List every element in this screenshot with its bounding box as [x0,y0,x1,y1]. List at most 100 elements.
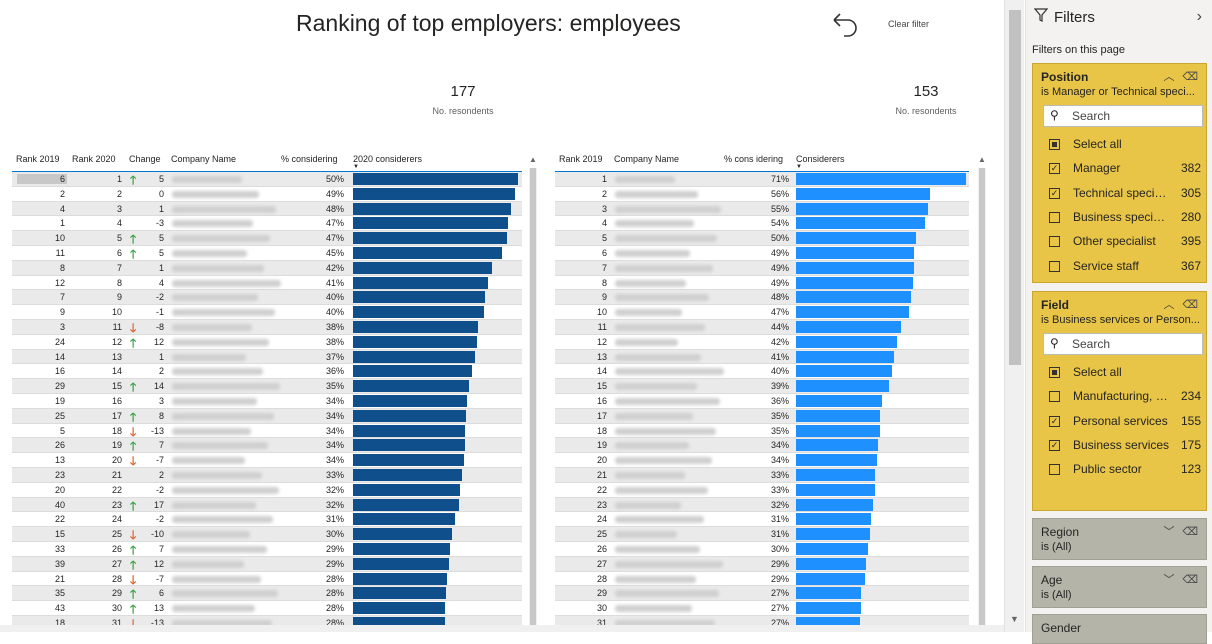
table-row[interactable]: 4 54% [555,216,969,232]
table-row[interactable]: 1 71% [555,172,969,187]
table-row[interactable]: 35 29 🡑 6 28% [12,586,522,601]
table-row[interactable]: 4 3 1 48% [12,201,522,217]
ranking-table-2020[interactable]: Rank 2019 Rank 2020 Change Company Name … [12,152,522,631]
table-row[interactable]: 21 33% [555,467,969,483]
table-row[interactable]: 3 55% [555,201,969,217]
table-row[interactable]: 22 24 -2 31% [12,512,522,528]
filter-option[interactable]: ✓ Manager 382 [1049,161,1201,179]
checkbox[interactable]: ✓ [1049,439,1060,451]
eraser-icon[interactable]: ⌫ [1182,526,1198,538]
filter-option[interactable]: Business specialist 280 [1049,210,1201,228]
table-row[interactable]: 10 47% [555,305,969,320]
table-row[interactable]: 29 27% [555,586,969,602]
table-scrollbar[interactable] [529,168,537,626]
filter-card-gender[interactable]: Gender [1032,614,1207,644]
checkbox[interactable] [1049,367,1060,378]
filter-search-input[interactable]: ⚲ Search [1043,333,1203,355]
col-company[interactable]: Company Name [171,154,237,164]
filter-option[interactable]: Public sector 123 [1049,462,1201,480]
col-rank-2019[interactable]: Rank 2019 [559,154,603,164]
table-row[interactable]: 8 49% [555,276,969,291]
table-row[interactable]: 26 30% [555,542,969,557]
chevron-down-icon[interactable]: ﹀ [1163,574,1175,586]
table-row[interactable]: 5 50% [555,231,969,246]
table-row[interactable]: 21 28 🡓 -7 28% [12,572,522,587]
scroll-down-icon[interactable]: ▼ [1010,614,1019,624]
filter-option[interactable]: Other specialist 395 [1049,234,1201,252]
table-row[interactable]: 25 31% [555,527,969,542]
chevron-down-icon[interactable]: ﹀ [1163,526,1175,538]
table-row[interactable]: 7 49% [555,260,969,276]
table-row[interactable]: 16 14 2 36% [12,364,522,380]
table-row[interactable]: 2 56% [555,187,969,202]
filter-option[interactable]: Select all [1049,365,1201,383]
checkbox[interactable]: ✓ [1049,187,1060,199]
table-row[interactable]: 3 11 🡓 -8 38% [12,319,522,335]
filter-option[interactable]: Manufacturing, c... 234 [1049,389,1201,407]
table-row[interactable]: 23 21 2 33% [12,467,522,483]
table-row[interactable]: 28 29% [555,572,969,587]
table-row[interactable]: 30 27% [555,601,969,616]
table-row[interactable]: 12 42% [555,335,969,350]
filter-option[interactable]: ✓ Personal services 155 [1049,414,1201,432]
table-row[interactable]: 8 7 1 42% [12,260,522,276]
col-change[interactable]: Change [129,154,161,164]
undo-icon[interactable] [828,8,862,42]
table-row[interactable]: 19 34% [555,438,969,454]
table-scrollbar[interactable] [978,168,986,626]
table-row[interactable]: 5 18 🡓 -13 34% [12,424,522,439]
table-row[interactable]: 40 23 🡑 17 32% [12,497,522,513]
col-pct[interactable]: % considering [281,154,338,164]
col-bar[interactable]: Considerers [796,154,845,164]
chevron-up-icon[interactable]: ︿ [1163,71,1175,83]
col-company[interactable]: Company Name [614,154,680,164]
table-row[interactable]: 9 48% [555,290,969,306]
filter-option[interactable]: ✓ Technical specialist 305 [1049,186,1201,204]
eraser-icon[interactable]: ⌫ [1182,574,1198,586]
ranking-table-considerers[interactable]: Rank 2019 Company Name % cons idering Co… [555,152,969,631]
table-row[interactable]: 2 2 0 49% [12,187,522,202]
table-row[interactable]: 33 26 🡑 7 29% [12,542,522,557]
table-row[interactable]: 9 10 -1 40% [12,305,522,320]
table-row[interactable]: 22 33% [555,483,969,498]
page-scrollbar[interactable]: ▼ [1004,0,1024,632]
filter-option[interactable]: Service staff 367 [1049,259,1201,277]
filter-card-region[interactable]: Region ﹀ ⌫ is (All) [1032,518,1207,560]
horizontal-scrollbar[interactable] [0,625,1004,632]
table-row[interactable]: 26 19 🡑 7 34% [12,438,522,453]
table-row[interactable]: 24 31% [555,512,969,528]
checkbox[interactable] [1049,211,1060,223]
col-pct[interactable]: % cons idering [724,154,784,164]
scroll-up-icon[interactable]: ▲ [978,155,986,164]
eraser-icon[interactable]: ⌫ [1182,299,1198,311]
eraser-icon[interactable]: ⌫ [1182,71,1198,83]
table-row[interactable]: 24 12 🡑 12 38% [12,335,522,350]
scroll-up-icon[interactable]: ▲ [529,155,537,164]
table-row[interactable]: 13 20 🡓 -7 34% [12,453,522,468]
checkbox[interactable] [1049,236,1060,248]
table-row[interactable]: 25 17 🡑 8 34% [12,408,522,424]
table-row[interactable]: 29 15 🡑 14 35% [12,379,522,394]
filter-search-input[interactable]: ⚲ Search [1043,105,1203,127]
table-row[interactable]: 43 30 🡑 13 28% [12,601,522,616]
table-row[interactable]: 15 25 🡓 -10 30% [12,527,522,542]
table-row[interactable]: 39 27 🡑 12 29% [12,556,522,572]
table-row[interactable]: 14 40% [555,364,969,380]
table-row[interactable]: 17 35% [555,408,969,424]
filter-card-field[interactable]: Field ︿ ⌫ is Business services or Person.… [1032,291,1207,511]
table-row[interactable]: 7 9 -2 40% [12,290,522,306]
table-row[interactable]: 14 13 1 37% [12,349,522,365]
checkbox[interactable] [1049,139,1060,150]
table-row[interactable]: 20 34% [555,453,969,468]
table-row[interactable]: 13 41% [555,349,969,365]
col-rank-2020[interactable]: Rank 2020 [72,154,116,164]
checkbox[interactable]: ✓ [1049,415,1060,427]
table-row[interactable]: 10 5 🡑 5 47% [12,231,522,246]
table-row[interactable]: 19 16 3 34% [12,394,522,409]
table-row[interactable]: 18 35% [555,424,969,439]
table-row[interactable]: 1 4 -3 47% [12,216,522,232]
filter-card-position[interactable]: Position ︿ ⌫ is Manager or Technical spec… [1032,63,1207,283]
table-row[interactable]: 6 1 🡑 5 50% [12,172,522,187]
filter-card-age[interactable]: Age ﹀ ⌫ is (All) [1032,566,1207,608]
collapse-pane-icon[interactable]: › [1196,8,1202,25]
